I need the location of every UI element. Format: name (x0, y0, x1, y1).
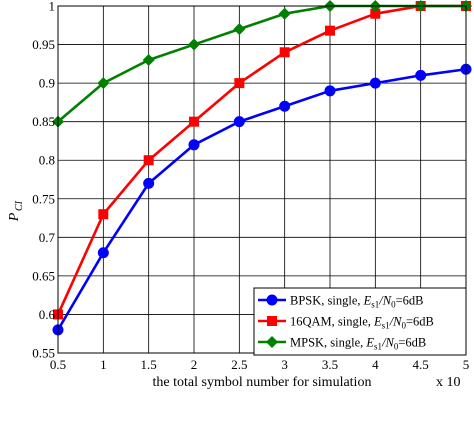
legend-label-part: 0 (402, 321, 407, 331)
y-tick-label: 0.6 (39, 307, 56, 322)
data-point (369, 77, 381, 89)
legend-label: BPSK, single, Es1/N0=6dB (290, 294, 424, 310)
series-line (56, 4, 466, 315)
x-tick-label: 3 (281, 357, 288, 372)
legend-label-part: =6dB (396, 294, 424, 308)
y-tick-label: 0.8 (39, 153, 55, 168)
data-point (233, 23, 246, 36)
data-point (279, 100, 291, 112)
series-lines (52, 0, 472, 336)
legend-entry: MPSK, single, Es1/N0=6dB (258, 336, 426, 352)
x-tick-label: 1 (100, 357, 107, 372)
legend-label-part: /N (381, 336, 394, 350)
legend-marker (267, 316, 277, 326)
x-axis-title: the total symbol number for simulation (153, 375, 372, 390)
y-tick-label: 0.9 (39, 76, 55, 91)
y-tick-label: 0.7 (39, 230, 56, 245)
data-point (98, 209, 109, 220)
legend-label-part: s1 (374, 342, 382, 352)
x-axis-multiplier: x 10 (436, 375, 461, 390)
legend-label-part: =6dB (398, 336, 426, 350)
x-tick-label: 2 (191, 357, 198, 372)
y-tick-label: 0.95 (32, 37, 55, 52)
data-point (324, 85, 336, 97)
y-tick-label: 0.55 (32, 346, 55, 361)
series-circle (52, 63, 472, 336)
y-tick-label: 1 (49, 0, 56, 14)
legend-label-part: s1 (382, 321, 390, 331)
y-axis-title-main: P (7, 212, 22, 222)
legend-marker (266, 336, 278, 348)
data-point (233, 116, 245, 128)
x-tick-label: 5 (463, 357, 470, 372)
x-tick-label: 3.5 (322, 357, 338, 372)
legend-label-part: BPSK, single, (290, 294, 364, 308)
legend-label-part: =6dB (406, 315, 434, 329)
data-point (143, 177, 155, 189)
legend-label-part: /N (378, 294, 391, 308)
x-tick-label: 2.5 (231, 357, 247, 372)
data-point (415, 69, 427, 81)
legend-marker (266, 294, 278, 306)
series-diamond (52, 0, 472, 128)
legend-label-part: E (363, 294, 372, 308)
data-point (370, 8, 381, 19)
x-tick-label: 4 (372, 357, 379, 372)
data-point (97, 77, 110, 90)
tick-labels: 0.5 1 1.5 2 2.5 3 3.5 4 4.5 5 0.55 0.6 0.65 0.7 0.75 0.… (32, 0, 469, 372)
legend-entry: BPSK, single, Es1/N0=6dB (258, 294, 424, 310)
legend-label-part: E (373, 315, 382, 329)
data-point (278, 7, 291, 20)
x-tick-label: 4.5 (413, 357, 429, 372)
y-tick-label: 0.65 (32, 268, 55, 283)
data-point (189, 116, 199, 127)
series-line (57, 4, 466, 123)
data-point (234, 78, 245, 89)
x-tick-label: 0.5 (50, 357, 66, 372)
data-point (325, 25, 335, 36)
legend-label-part: 16QAM, single, (290, 315, 374, 329)
data-point (97, 247, 109, 259)
y-tick-label: 0.85 (32, 114, 55, 129)
y-axis-title: P CI (7, 200, 25, 222)
legend-label-part: s1 (371, 300, 379, 310)
legend-label-part: 0 (391, 300, 396, 310)
legend-label: 16QAM, single, Es1/N0=6dB (290, 315, 434, 331)
legend-box (253, 287, 467, 356)
legend-label-part: 0 (394, 342, 399, 352)
legend-label-part: E (365, 336, 374, 350)
legend-label-part: /N (389, 315, 402, 329)
data-point (279, 47, 290, 58)
legend-label: MPSK, single, Es1/N0=6dB (290, 336, 426, 352)
y-axis-title-subscript: CI (14, 200, 25, 211)
y-tick-label: 0.75 (32, 191, 55, 206)
data-point (143, 155, 154, 166)
legend-entry: 16QAM, single, Es1/N0=6dB (258, 315, 434, 331)
data-point (188, 38, 200, 51)
legend-label-part: MPSK, single, (290, 336, 366, 350)
x-tick-label: 1.5 (141, 357, 157, 372)
data-point (188, 139, 200, 151)
series-line (56, 67, 467, 331)
data-point (142, 53, 155, 66)
